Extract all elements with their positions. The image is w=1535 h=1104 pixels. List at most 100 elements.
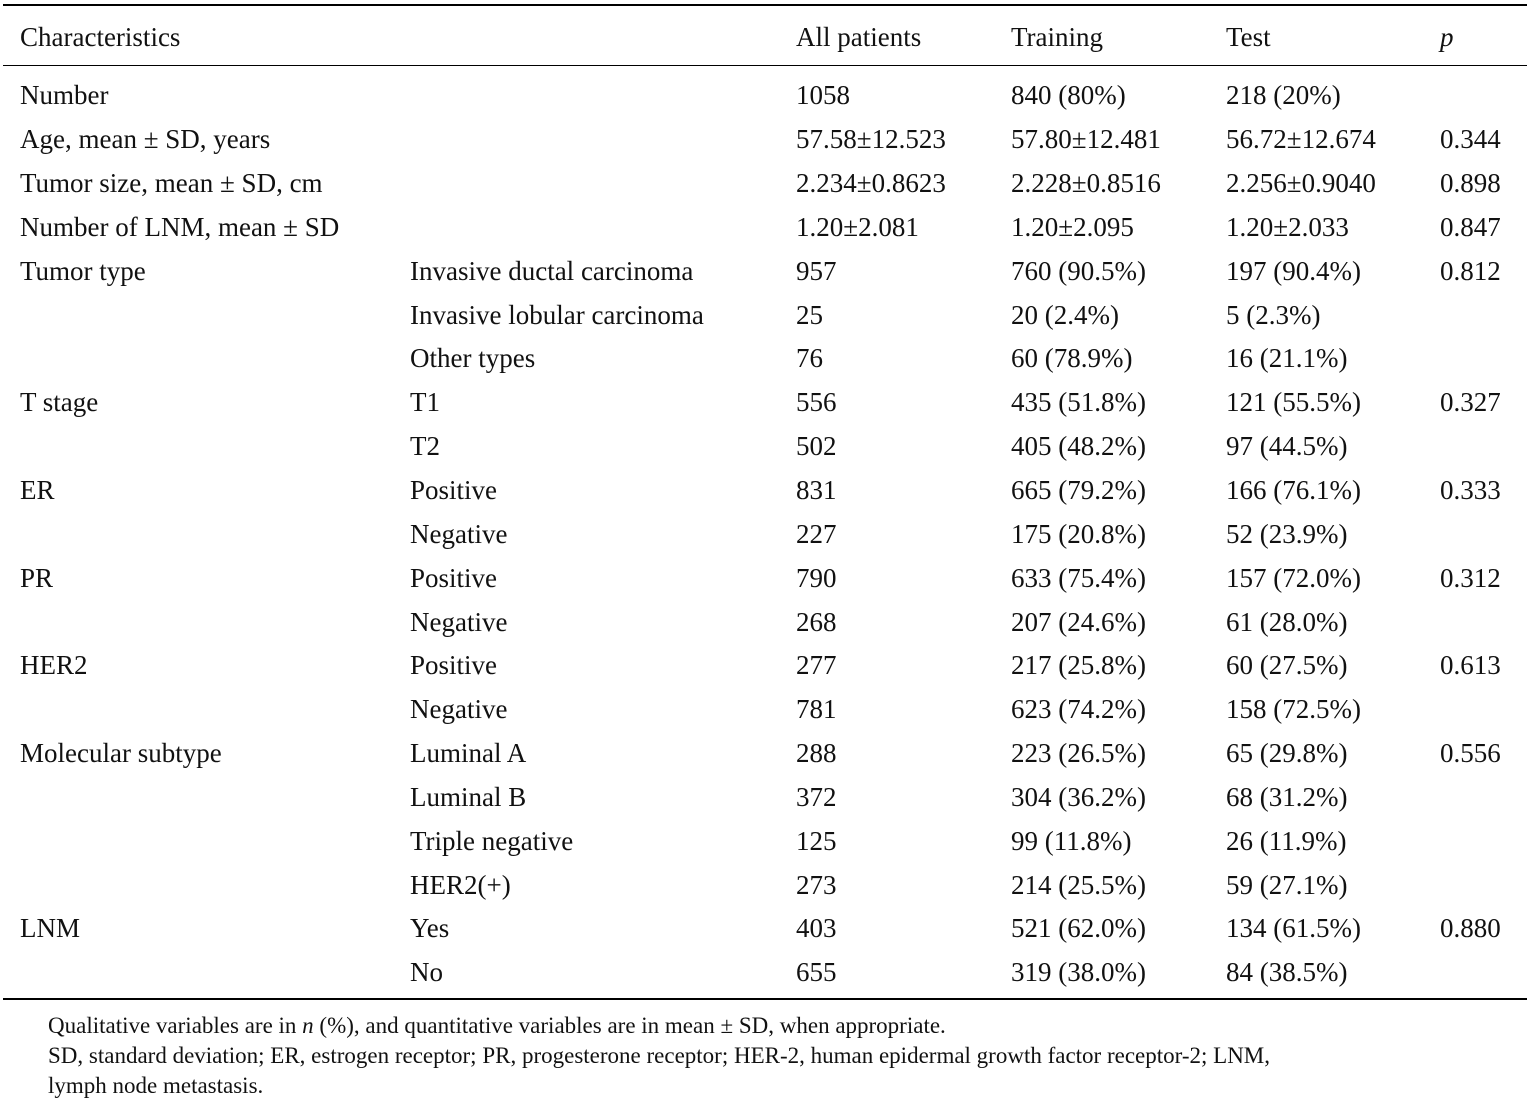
- cell-characteristic: [3, 425, 410, 469]
- cell-test: 158 (72.5%): [1226, 694, 1361, 725]
- cell-all-patients: 403: [796, 913, 837, 944]
- cell-training: 665 (79.2%): [1011, 475, 1146, 506]
- table-header: Characteristics All patients Training Te…: [3, 16, 1527, 58]
- cell-subgroup: [410, 162, 796, 206]
- cell-training: 304 (36.2%): [1011, 781, 1146, 812]
- cell-subgroup: Yes: [410, 913, 450, 944]
- cell-test: 97 (44.5%): [1226, 431, 1348, 462]
- cell-characteristic: [3, 951, 410, 995]
- cell-characteristic: [3, 600, 410, 644]
- cell-p-value: [1440, 863, 1527, 907]
- cell-characteristic: HER2: [20, 650, 88, 681]
- cell-training: 175 (20.8%): [1011, 518, 1146, 549]
- cell-p-value: 0.847: [1440, 211, 1501, 242]
- cell-p-value: 0.898: [1440, 168, 1501, 199]
- table-row: Negative 268 207 (24.6%) 61 (28.0%): [3, 600, 1527, 644]
- table-row: Invasive lobular carcinoma 25 20 (2.4%) 5 (…: [3, 293, 1527, 337]
- cell-all-patients: 957: [796, 255, 837, 286]
- cell-test: 59 (27.1%): [1226, 869, 1348, 900]
- cell-test: 16 (21.1%): [1226, 343, 1348, 374]
- cell-all-patients: 1.20±2.081: [796, 211, 919, 242]
- cell-p-value: [1440, 337, 1527, 381]
- cell-all-patients: 268: [796, 606, 837, 637]
- table-row: HER2 Positive 277 217 (25.8%) 60 (27.5%) 0.61…: [3, 644, 1527, 688]
- cell-training: 435 (51.8%): [1011, 387, 1146, 418]
- cell-p-value: 0.812: [1440, 255, 1501, 286]
- cell-training: 1.20±2.095: [1011, 211, 1134, 242]
- cell-training: 2.228±0.8516: [1011, 168, 1161, 199]
- table-row: T stage T1 556 435 (51.8%) 121 (55.5%) 0.327: [3, 381, 1527, 425]
- cell-training: 207 (24.6%): [1011, 606, 1146, 637]
- cell-subgroup: Invasive lobular carcinoma: [410, 299, 704, 330]
- cell-characteristic: Molecular subtype: [20, 738, 222, 769]
- table-row: Negative 781 623 (74.2%) 158 (72.5%): [3, 688, 1527, 732]
- cell-p-value: [1440, 600, 1527, 644]
- cell-subgroup: Triple negative: [410, 825, 574, 856]
- cell-all-patients: 655: [796, 957, 837, 988]
- cell-p-value: [1440, 776, 1527, 820]
- cell-test: 134 (61.5%): [1226, 913, 1361, 944]
- cell-characteristic: [3, 512, 410, 556]
- table-row: Luminal B 372 304 (36.2%) 68 (31.2%): [3, 776, 1527, 820]
- cell-subgroup: HER2(+): [410, 869, 511, 900]
- cell-test: 61 (28.0%): [1226, 606, 1348, 637]
- table-row: HER2(+) 273 214 (25.5%) 59 (27.1%): [3, 863, 1527, 907]
- cell-training: 633 (75.4%): [1011, 562, 1146, 593]
- cell-characteristic: Number: [20, 80, 109, 111]
- cell-all-patients: 227: [796, 518, 837, 549]
- cell-all-patients: 125: [796, 825, 837, 856]
- cell-subgroup: T1: [410, 387, 440, 418]
- cell-subgroup: Negative: [410, 694, 508, 725]
- cell-subgroup: Other types: [410, 343, 536, 374]
- cell-test: 60 (27.5%): [1226, 650, 1348, 681]
- cell-all-patients: 57.58±12.523: [796, 124, 946, 155]
- cell-training: 760 (90.5%): [1011, 255, 1146, 286]
- cell-subgroup: No: [410, 957, 443, 988]
- cell-test: 65 (29.8%): [1226, 738, 1348, 769]
- cell-p-value: 0.344: [1440, 124, 1501, 155]
- table-row: Other types 76 60 (78.9%) 16 (21.1%): [3, 337, 1527, 381]
- cell-test: 68 (31.2%): [1226, 781, 1348, 812]
- table-row: Number 1058 840 (80%) 218 (20%): [3, 74, 1527, 118]
- cell-training: 405 (48.2%): [1011, 431, 1146, 462]
- cell-characteristic: Age, mean ± SD, years: [20, 124, 271, 155]
- table-top-rule: [3, 4, 1527, 6]
- table-row: Number of LNM, mean ± SD 1.20±2.081 1.20±2…: [3, 206, 1527, 250]
- cell-p-value: [1440, 951, 1527, 995]
- cell-all-patients: 556: [796, 387, 837, 418]
- cell-characteristic: [3, 293, 410, 337]
- cell-subgroup: Positive: [410, 562, 498, 593]
- cell-test: 197 (90.4%): [1226, 255, 1361, 286]
- cell-test: 218 (20%): [1226, 80, 1341, 111]
- cell-test: 1.20±2.033: [1226, 211, 1349, 242]
- cell-test: 157 (72.0%): [1226, 562, 1361, 593]
- cell-all-patients: 372: [796, 781, 837, 812]
- cell-characteristic: [3, 776, 410, 820]
- cell-p-value: 0.613: [1440, 650, 1501, 681]
- cell-p-value: [1440, 512, 1527, 556]
- cell-training: 20 (2.4%): [1011, 299, 1119, 330]
- cell-training: 217 (25.8%): [1011, 650, 1146, 681]
- table-row: PR Positive 790 633 (75.4%) 157 (72.0%) 0.312: [3, 556, 1527, 600]
- cell-p-value: 0.327: [1440, 387, 1501, 418]
- header-characteristics: Characteristics: [20, 21, 181, 52]
- cell-characteristic: LNM: [20, 913, 80, 944]
- table-row: Tumor type Invasive ductal carcinoma 957 76…: [3, 249, 1527, 293]
- table-row: Molecular subtype Luminal A 288 223 (26.5%)…: [3, 732, 1527, 776]
- cell-p-value: [1440, 293, 1527, 337]
- table-footnote: Qualitative variables are in n (%), and …: [48, 1011, 1528, 1101]
- cell-training: 99 (11.8%): [1011, 825, 1132, 856]
- footnote-line-1: Qualitative variables are in n (%), and …: [48, 1013, 946, 1038]
- cell-test: 26 (11.9%): [1226, 825, 1347, 856]
- cell-test: 5 (2.3%): [1226, 299, 1321, 330]
- cell-test: 121 (55.5%): [1226, 387, 1361, 418]
- table-row: ER Positive 831 665 (79.2%) 166 (76.1%) 0.333: [3, 469, 1527, 513]
- cell-training: 214 (25.5%): [1011, 869, 1146, 900]
- cell-all-patients: 2.234±0.8623: [796, 168, 946, 199]
- cell-all-patients: 790: [796, 562, 837, 593]
- cell-all-patients: 273: [796, 869, 837, 900]
- table-bottom-rule: [3, 998, 1527, 1000]
- cell-training: 60 (78.9%): [1011, 343, 1133, 374]
- footnote-line-2: SD, standard deviation; ER, estrogen rec…: [48, 1043, 1270, 1068]
- cell-subgroup: Positive: [410, 475, 498, 506]
